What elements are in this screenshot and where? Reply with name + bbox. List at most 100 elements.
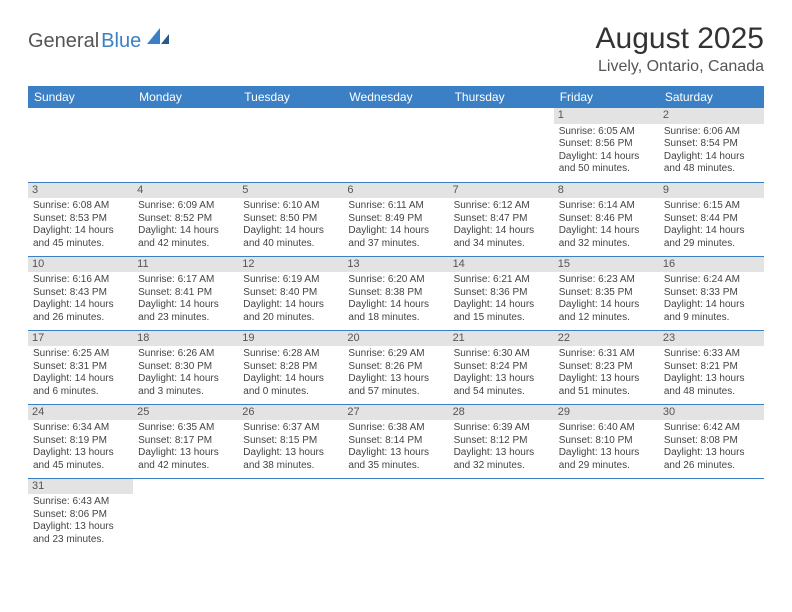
calendar-cell: 25Sunrise: 6:35 AMSunset: 8:17 PMDayligh… bbox=[133, 404, 238, 478]
daylight-text: Daylight: 13 hours and 57 minutes. bbox=[348, 373, 443, 398]
sunset-text: Sunset: 8:31 PM bbox=[33, 361, 128, 374]
calendar-head: SundayMondayTuesdayWednesdayThursdayFrid… bbox=[28, 86, 764, 108]
daylight-text: Daylight: 14 hours and 48 minutes. bbox=[664, 151, 759, 176]
day-header: Sunday bbox=[28, 86, 133, 108]
sunset-text: Sunset: 8:08 PM bbox=[664, 435, 759, 448]
day-number: 26 bbox=[238, 405, 343, 421]
sunrise-text: Sunrise: 6:21 AM bbox=[454, 274, 549, 287]
calendar-cell: 20Sunrise: 6:29 AMSunset: 8:26 PMDayligh… bbox=[343, 330, 448, 404]
sunrise-text: Sunrise: 6:38 AM bbox=[348, 422, 443, 435]
day-number: 20 bbox=[343, 331, 448, 347]
sunset-text: Sunset: 8:19 PM bbox=[33, 435, 128, 448]
day-number: 19 bbox=[238, 331, 343, 347]
daylight-text: Daylight: 13 hours and 32 minutes. bbox=[454, 447, 549, 472]
day-number: 23 bbox=[659, 331, 764, 347]
sunset-text: Sunset: 8:26 PM bbox=[348, 361, 443, 374]
calendar-cell: 21Sunrise: 6:30 AMSunset: 8:24 PMDayligh… bbox=[449, 330, 554, 404]
calendar-cell: 16Sunrise: 6:24 AMSunset: 8:33 PMDayligh… bbox=[659, 256, 764, 330]
sunrise-text: Sunrise: 6:16 AM bbox=[33, 274, 128, 287]
calendar-row: 1Sunrise: 6:05 AMSunset: 8:56 PMDaylight… bbox=[28, 108, 764, 182]
day-number: 9 bbox=[659, 183, 764, 199]
calendar-cell bbox=[28, 108, 133, 182]
calendar-page: General Blue August 2025 Lively, Ontario… bbox=[0, 0, 792, 574]
sunset-text: Sunset: 8:30 PM bbox=[138, 361, 233, 374]
sunset-text: Sunset: 8:38 PM bbox=[348, 287, 443, 300]
sunset-text: Sunset: 8:17 PM bbox=[138, 435, 233, 448]
calendar-cell: 29Sunrise: 6:40 AMSunset: 8:10 PMDayligh… bbox=[554, 404, 659, 478]
daylight-text: Daylight: 14 hours and 23 minutes. bbox=[138, 299, 233, 324]
calendar-cell: 14Sunrise: 6:21 AMSunset: 8:36 PMDayligh… bbox=[449, 256, 554, 330]
day-number: 22 bbox=[554, 331, 659, 347]
day-number: 1 bbox=[554, 108, 659, 124]
day-number: 29 bbox=[554, 405, 659, 421]
sunset-text: Sunset: 8:23 PM bbox=[559, 361, 654, 374]
calendar-cell: 23Sunrise: 6:33 AMSunset: 8:21 PMDayligh… bbox=[659, 330, 764, 404]
logo: General Blue bbox=[28, 28, 169, 55]
daylight-text: Daylight: 14 hours and 12 minutes. bbox=[559, 299, 654, 324]
sunrise-text: Sunrise: 6:20 AM bbox=[348, 274, 443, 287]
calendar-row: 31Sunrise: 6:43 AMSunset: 8:06 PMDayligh… bbox=[28, 478, 764, 552]
sunrise-text: Sunrise: 6:12 AM bbox=[454, 200, 549, 213]
sunrise-text: Sunrise: 6:25 AM bbox=[33, 348, 128, 361]
calendar-cell: 2Sunrise: 6:06 AMSunset: 8:54 PMDaylight… bbox=[659, 108, 764, 182]
calendar-cell: 8Sunrise: 6:14 AMSunset: 8:46 PMDaylight… bbox=[554, 182, 659, 256]
calendar-cell bbox=[659, 478, 764, 552]
sunrise-text: Sunrise: 6:30 AM bbox=[454, 348, 549, 361]
calendar-cell: 15Sunrise: 6:23 AMSunset: 8:35 PMDayligh… bbox=[554, 256, 659, 330]
sunset-text: Sunset: 8:35 PM bbox=[559, 287, 654, 300]
daylight-text: Daylight: 13 hours and 42 minutes. bbox=[138, 447, 233, 472]
day-number: 10 bbox=[28, 257, 133, 273]
calendar-row: 24Sunrise: 6:34 AMSunset: 8:19 PMDayligh… bbox=[28, 404, 764, 478]
calendar-cell bbox=[343, 478, 448, 552]
day-number: 3 bbox=[28, 183, 133, 199]
sunset-text: Sunset: 8:44 PM bbox=[664, 213, 759, 226]
daylight-text: Daylight: 13 hours and 45 minutes. bbox=[33, 447, 128, 472]
calendar-body: 1Sunrise: 6:05 AMSunset: 8:56 PMDaylight… bbox=[28, 108, 764, 552]
sunset-text: Sunset: 8:21 PM bbox=[664, 361, 759, 374]
daylight-text: Daylight: 14 hours and 0 minutes. bbox=[243, 373, 338, 398]
calendar-cell: 22Sunrise: 6:31 AMSunset: 8:23 PMDayligh… bbox=[554, 330, 659, 404]
calendar-cell: 28Sunrise: 6:39 AMSunset: 8:12 PMDayligh… bbox=[449, 404, 554, 478]
day-number: 16 bbox=[659, 257, 764, 273]
sunset-text: Sunset: 8:56 PM bbox=[559, 138, 654, 151]
sunrise-text: Sunrise: 6:33 AM bbox=[664, 348, 759, 361]
calendar-cell: 10Sunrise: 6:16 AMSunset: 8:43 PMDayligh… bbox=[28, 256, 133, 330]
sunset-text: Sunset: 8:46 PM bbox=[559, 213, 654, 226]
calendar-cell: 9Sunrise: 6:15 AMSunset: 8:44 PMDaylight… bbox=[659, 182, 764, 256]
day-number: 8 bbox=[554, 183, 659, 199]
header: General Blue August 2025 Lively, Ontario… bbox=[28, 22, 764, 76]
sunrise-text: Sunrise: 6:28 AM bbox=[243, 348, 338, 361]
daylight-text: Daylight: 14 hours and 34 minutes. bbox=[454, 225, 549, 250]
calendar-cell: 19Sunrise: 6:28 AMSunset: 8:28 PMDayligh… bbox=[238, 330, 343, 404]
daylight-text: Daylight: 14 hours and 29 minutes. bbox=[664, 225, 759, 250]
daylight-text: Daylight: 14 hours and 15 minutes. bbox=[454, 299, 549, 324]
calendar-cell bbox=[133, 478, 238, 552]
daylight-text: Daylight: 14 hours and 50 minutes. bbox=[559, 151, 654, 176]
calendar-cell: 7Sunrise: 6:12 AMSunset: 8:47 PMDaylight… bbox=[449, 182, 554, 256]
calendar-cell: 24Sunrise: 6:34 AMSunset: 8:19 PMDayligh… bbox=[28, 404, 133, 478]
sunset-text: Sunset: 8:54 PM bbox=[664, 138, 759, 151]
calendar-cell: 4Sunrise: 6:09 AMSunset: 8:52 PMDaylight… bbox=[133, 182, 238, 256]
sunrise-text: Sunrise: 6:06 AM bbox=[664, 126, 759, 139]
calendar-cell bbox=[449, 108, 554, 182]
day-number: 4 bbox=[133, 183, 238, 199]
calendar-cell: 17Sunrise: 6:25 AMSunset: 8:31 PMDayligh… bbox=[28, 330, 133, 404]
day-header: Friday bbox=[554, 86, 659, 108]
sunrise-text: Sunrise: 6:42 AM bbox=[664, 422, 759, 435]
sunrise-text: Sunrise: 6:10 AM bbox=[243, 200, 338, 213]
sunset-text: Sunset: 8:36 PM bbox=[454, 287, 549, 300]
calendar-cell bbox=[343, 108, 448, 182]
day-number: 6 bbox=[343, 183, 448, 199]
calendar-cell: 13Sunrise: 6:20 AMSunset: 8:38 PMDayligh… bbox=[343, 256, 448, 330]
sunset-text: Sunset: 8:06 PM bbox=[33, 509, 128, 522]
day-number: 31 bbox=[28, 479, 133, 495]
sunrise-text: Sunrise: 6:23 AM bbox=[559, 274, 654, 287]
day-number: 13 bbox=[343, 257, 448, 273]
daylight-text: Daylight: 14 hours and 32 minutes. bbox=[559, 225, 654, 250]
calendar-cell: 26Sunrise: 6:37 AMSunset: 8:15 PMDayligh… bbox=[238, 404, 343, 478]
day-number: 21 bbox=[449, 331, 554, 347]
daylight-text: Daylight: 13 hours and 23 minutes. bbox=[33, 521, 128, 546]
sunset-text: Sunset: 8:49 PM bbox=[348, 213, 443, 226]
day-number: 12 bbox=[238, 257, 343, 273]
sunrise-text: Sunrise: 6:43 AM bbox=[33, 496, 128, 509]
